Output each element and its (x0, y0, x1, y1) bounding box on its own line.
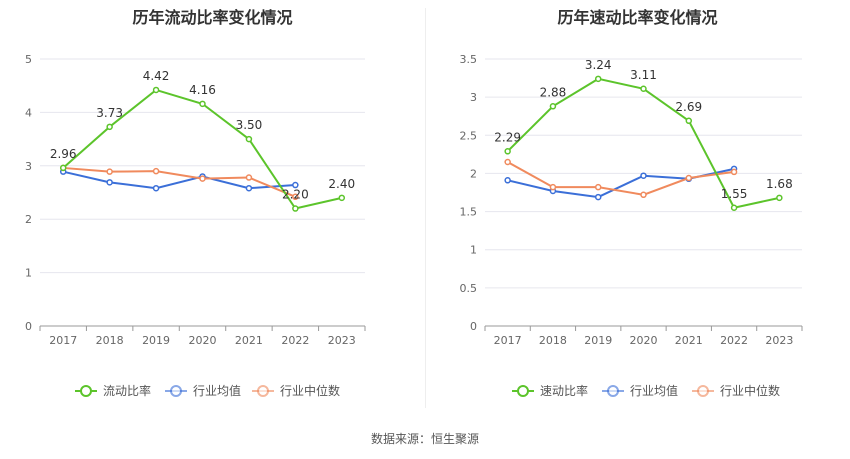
x-tick-label: 2020 (189, 334, 217, 347)
y-tick-label: 0 (470, 320, 477, 333)
data-label: 3.73 (96, 106, 123, 120)
series-line-2 (63, 166, 296, 198)
x-tick-label: 2018 (96, 334, 124, 347)
data-point (106, 168, 113, 175)
y-tick-label: 1.5 (460, 206, 478, 219)
data-point (730, 168, 738, 176)
data-point (245, 184, 253, 192)
data-point (245, 135, 253, 143)
x-tick-label: 2019 (142, 334, 170, 347)
panel-divider (425, 8, 426, 408)
data-point (338, 194, 346, 202)
data-label: 2.40 (328, 177, 355, 191)
series-line-1 (62, 170, 296, 190)
y-tick-label: 2 (470, 167, 477, 180)
data-point (549, 103, 557, 110)
legend-label: 流动比率 (103, 383, 151, 398)
data-point (152, 86, 160, 94)
data-point (640, 172, 647, 179)
y-tick-label: 5 (25, 53, 32, 66)
x-tick-label: 2023 (765, 334, 793, 347)
data-point (594, 183, 602, 191)
y-tick-label: 0 (25, 320, 32, 333)
legend-marker (697, 385, 709, 397)
data-point (685, 174, 693, 182)
data-point (549, 183, 557, 191)
data-point (106, 123, 113, 131)
legend-label: 行业中位数 (280, 383, 340, 398)
chart-right: 历年速动比率变化情况 0 0.5 1 1.5 2 2.5 3 3.5 2017 2018 2019 2… (425, 0, 850, 420)
current-ratio-chart: 0 1 2 3 4 5 2017 2018 2019 2020 2021 2022 2023 2.96 3.… (25, 53, 366, 398)
data-point (594, 75, 602, 83)
data-point (640, 85, 647, 93)
x-tick-label: 2023 (328, 334, 356, 347)
x-tick-label: 2018 (539, 334, 567, 347)
data-label: 3.50 (236, 118, 263, 132)
data-point (504, 177, 511, 184)
chart-title-quick-ratio: 历年速动比率变化情况 (557, 8, 718, 27)
y-tick-label: 3.5 (460, 53, 478, 66)
y-tick-label: 3 (470, 91, 477, 104)
legend-label: 行业均值 (630, 383, 678, 398)
data-label: 1.68 (766, 177, 793, 191)
data-point (292, 205, 299, 212)
data-point (504, 148, 511, 155)
data-point (152, 184, 160, 192)
quick-ratio-chart: 0 0.5 1 1.5 2 2.5 3 3.5 2017 2018 2019 2020 2021 2022… (460, 53, 803, 398)
x-tick-label: 2021 (675, 334, 703, 347)
data-point (640, 191, 647, 199)
data-point (685, 117, 693, 125)
y-tick-label: 0.5 (460, 282, 478, 295)
data-point (504, 158, 511, 166)
x-tick-label: 2017 (494, 334, 522, 347)
series-line-2 (507, 161, 735, 196)
data-point (292, 181, 299, 189)
chart-left: 历年流动比率变化情况 0 1 2 3 4 5 2017 2018 2019 2020 2021 202… (0, 0, 425, 420)
data-label: 2.96 (50, 147, 77, 161)
data-point (730, 204, 738, 212)
x-tick-label: 2020 (630, 334, 658, 347)
data-source-label: 数据来源：恒生聚源 (370, 432, 479, 446)
data-point (245, 174, 253, 181)
legend-marker (257, 385, 269, 397)
data-point (776, 194, 783, 202)
data-label: 2.29 (494, 130, 521, 144)
data-point (59, 164, 67, 172)
y-tick-label: 1 (470, 244, 477, 257)
data-point (199, 175, 206, 182)
data-point (594, 193, 602, 201)
legend-marker (517, 385, 529, 397)
y-tick-label: 1 (25, 267, 32, 280)
data-label: 4.16 (189, 83, 216, 97)
x-tick-label: 2022 (720, 334, 748, 347)
data-label: 1.55 (721, 187, 748, 201)
y-tick-label: 2 (25, 213, 32, 226)
x-tick-label: 2021 (235, 334, 263, 347)
x-tick-label: 2022 (281, 334, 309, 347)
legend-label: 行业均值 (193, 383, 241, 398)
legend-label: 速动比率 (540, 383, 588, 398)
y-tick-label: 3 (25, 160, 32, 173)
data-label: 2.69 (675, 100, 702, 114)
data-label: 2.20 (282, 188, 309, 202)
data-point (199, 100, 206, 108)
y-tick-label: 4 (25, 106, 32, 119)
legend-marker (170, 385, 182, 397)
data-label: 3.11 (630, 68, 657, 82)
legend-marker (607, 385, 619, 397)
data-point (152, 167, 160, 175)
x-tick-label: 2017 (49, 334, 77, 347)
y-tick-label: 2.5 (460, 129, 478, 142)
chart-title-current-ratio: 历年流动比率变化情况 (132, 8, 293, 27)
data-point (106, 179, 113, 186)
data-label: 4.42 (143, 69, 170, 83)
legend-label: 行业中位数 (720, 383, 780, 398)
x-tick-label: 2019 (584, 334, 612, 347)
legend-marker (80, 385, 92, 397)
data-label: 2.88 (540, 85, 567, 99)
data-point (292, 193, 299, 201)
data-label: 3.24 (585, 58, 612, 72)
